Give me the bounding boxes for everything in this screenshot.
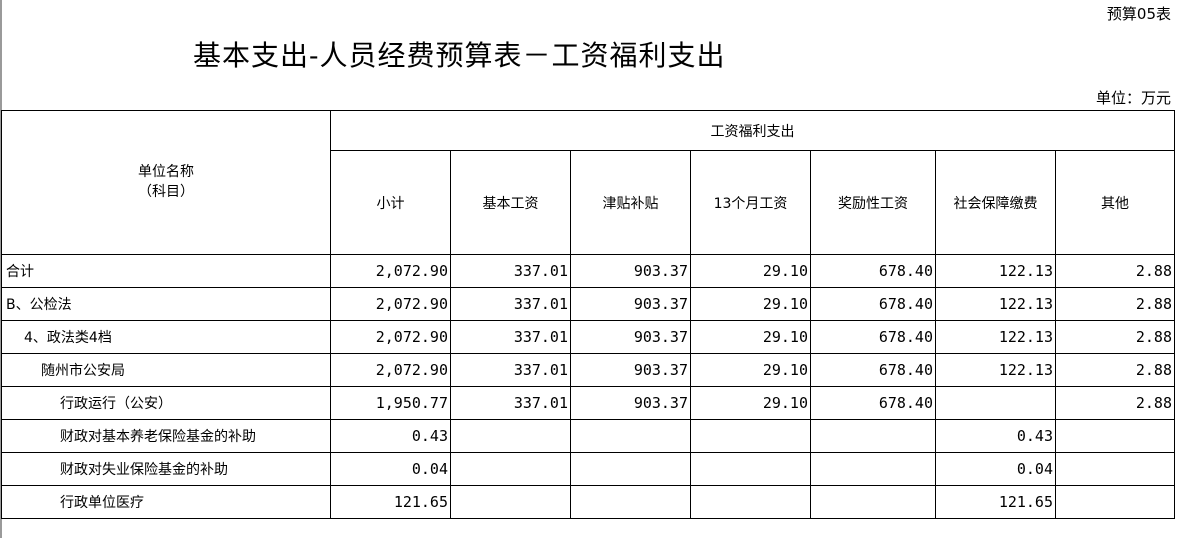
column-header: 13个月工资 xyxy=(690,150,811,255)
value-cell: 29.10 xyxy=(690,353,811,387)
value-cell xyxy=(450,452,571,486)
value-cell: 2,072.90 xyxy=(330,353,451,387)
value-cell: 121.65 xyxy=(935,485,1056,519)
value-cell xyxy=(810,452,936,486)
unit-label: 单位：万元 xyxy=(1095,89,1171,107)
value-cell xyxy=(450,419,571,453)
row-name: 合计 xyxy=(1,254,331,288)
value-cell xyxy=(810,419,936,453)
column-header: 其他 xyxy=(1055,150,1175,255)
column-header: 小计 xyxy=(330,150,451,255)
row-name: 行政单位医疗 xyxy=(1,485,331,519)
value-cell: 0.43 xyxy=(935,419,1056,453)
table-row: 合计 2,072.90 337.01 903.37 29.10 678.40 122.13 2… xyxy=(1,254,1175,288)
value-cell: 122.13 xyxy=(935,320,1056,354)
table-row: 行政单位医疗 121.65 121.65 xyxy=(1,485,1175,519)
value-cell: 0.43 xyxy=(330,419,451,453)
value-cell: 2,072.90 xyxy=(330,254,451,288)
value-cell: 29.10 xyxy=(690,386,811,420)
value-cell: 122.13 xyxy=(935,254,1056,288)
column-header: 津贴补贴 xyxy=(570,150,691,255)
value-cell xyxy=(1055,485,1175,519)
table-row: 随州市公安局 2,072.90 337.01 903.37 29.10 678.40 122… xyxy=(1,353,1175,387)
value-cell: 2.88 xyxy=(1055,254,1175,288)
value-cell: 29.10 xyxy=(690,287,811,321)
form-code: 预算05表 xyxy=(1106,5,1171,23)
row-name: 行政运行（公安） xyxy=(1,386,331,420)
value-cell: 2.88 xyxy=(1055,287,1175,321)
column-header: 社会保障缴费 xyxy=(935,150,1056,255)
value-cell: 903.37 xyxy=(570,254,691,288)
value-cell: 2.88 xyxy=(1055,320,1175,354)
table-row: 4、政法类4档 2,072.90 337.01 903.37 29.10 678.40 12… xyxy=(1,320,1175,354)
value-cell: 903.37 xyxy=(570,386,691,420)
value-cell: 0.04 xyxy=(935,452,1056,486)
value-cell: 903.37 xyxy=(570,287,691,321)
value-cell xyxy=(570,485,691,519)
header-unit-name: 单位名称 （科目） xyxy=(1,110,331,255)
value-cell: 121.65 xyxy=(330,485,451,519)
value-cell: 678.40 xyxy=(810,287,936,321)
row-name: B、公检法 xyxy=(1,287,331,321)
header-group: 工资福利支出 xyxy=(330,110,1175,151)
value-cell xyxy=(690,419,811,453)
value-cell: 2.88 xyxy=(1055,386,1175,420)
value-cell: 337.01 xyxy=(450,353,571,387)
value-cell xyxy=(935,386,1056,420)
value-cell: 122.13 xyxy=(935,287,1056,321)
page-title: 基本支出-人员经费预算表－工资福利支出 xyxy=(193,39,726,72)
value-cell: 2,072.90 xyxy=(330,287,451,321)
column-header: 基本工资 xyxy=(450,150,571,255)
table-row: 财政对失业保险基金的补助 0.04 0.04 xyxy=(1,452,1175,486)
column-header: 奖励性工资 xyxy=(810,150,936,255)
value-cell: 122.13 xyxy=(935,353,1056,387)
value-cell: 2,072.90 xyxy=(330,320,451,354)
budget-table: 单位名称 （科目） 工资福利支出 小计 基本工资 津贴补贴 13个月工资 奖励性工资 社会… xyxy=(1,110,1175,519)
value-cell: 678.40 xyxy=(810,320,936,354)
row-name: 财政对基本养老保险基金的补助 xyxy=(1,419,331,453)
value-cell: 678.40 xyxy=(810,254,936,288)
value-cell xyxy=(450,485,571,519)
table-row: 行政运行（公安） 1,950.77 337.01 903.37 29.10 678.40 2… xyxy=(1,386,1175,420)
value-cell: 29.10 xyxy=(690,254,811,288)
value-cell xyxy=(1055,419,1175,453)
value-cell xyxy=(810,485,936,519)
value-cell: 2.88 xyxy=(1055,353,1175,387)
value-cell xyxy=(570,452,691,486)
value-cell xyxy=(690,452,811,486)
header-unit-name-label: 单位名称 xyxy=(138,164,194,180)
value-cell: 678.40 xyxy=(810,353,936,387)
value-cell xyxy=(690,485,811,519)
value-cell: 0.04 xyxy=(330,452,451,486)
row-name: 财政对失业保险基金的补助 xyxy=(1,452,331,486)
row-name: 4、政法类4档 xyxy=(1,320,331,354)
value-cell: 903.37 xyxy=(570,320,691,354)
row-name: 随州市公安局 xyxy=(1,353,331,387)
value-cell: 337.01 xyxy=(450,254,571,288)
value-cell: 29.10 xyxy=(690,320,811,354)
table-row: 财政对基本养老保险基金的补助 0.43 0.43 xyxy=(1,419,1175,453)
value-cell: 337.01 xyxy=(450,386,571,420)
value-cell xyxy=(570,419,691,453)
value-cell: 337.01 xyxy=(450,287,571,321)
value-cell: 1,950.77 xyxy=(330,386,451,420)
value-cell: 337.01 xyxy=(450,320,571,354)
value-cell: 678.40 xyxy=(810,386,936,420)
header-unit-name-sub: （科目） xyxy=(138,184,194,200)
value-cell: 903.37 xyxy=(570,353,691,387)
table-row: B、公检法 2,072.90 337.01 903.37 29.10 678.40 122.… xyxy=(1,287,1175,321)
value-cell xyxy=(1055,452,1175,486)
